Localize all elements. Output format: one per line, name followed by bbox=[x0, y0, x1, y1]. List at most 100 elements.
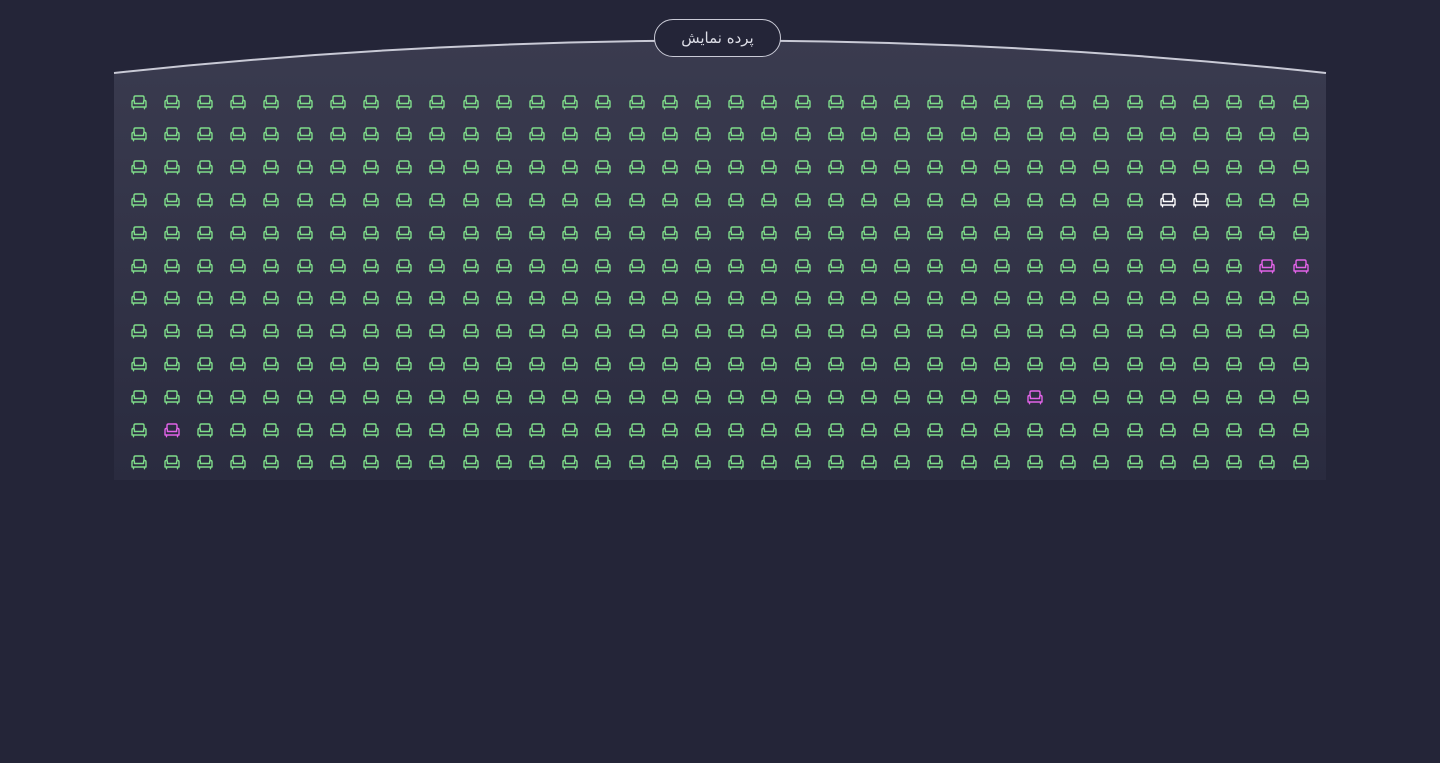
seat-r3-s2[interactable] bbox=[155, 151, 188, 184]
seat-r8-s16[interactable] bbox=[620, 315, 653, 348]
seat-r5-s11[interactable] bbox=[454, 216, 487, 249]
seat-r4-s25[interactable] bbox=[919, 183, 952, 216]
seat-r9-s33[interactable] bbox=[1184, 347, 1217, 380]
seat-r11-s28[interactable] bbox=[1018, 413, 1051, 446]
seat-r11-s13[interactable] bbox=[520, 413, 553, 446]
seat-r6-s14[interactable] bbox=[554, 249, 587, 282]
seat-r7-s22[interactable] bbox=[819, 282, 852, 315]
seat-r10-s18[interactable] bbox=[686, 380, 719, 413]
seat-r1-s21[interactable] bbox=[786, 85, 819, 118]
seat-r2-s34[interactable] bbox=[1218, 118, 1251, 151]
seat-r3-s6[interactable] bbox=[288, 151, 321, 184]
seat-r11-s23[interactable] bbox=[852, 413, 885, 446]
seat-r11-s6[interactable] bbox=[288, 413, 321, 446]
seat-r3-s19[interactable] bbox=[720, 151, 753, 184]
seat-r8-s35[interactable] bbox=[1251, 315, 1284, 348]
seat-r1-s16[interactable] bbox=[620, 85, 653, 118]
seat-r7-s11[interactable] bbox=[454, 282, 487, 315]
seat-r8-s28[interactable] bbox=[1018, 315, 1051, 348]
seat-r9-s13[interactable] bbox=[520, 347, 553, 380]
seat-r12-s19[interactable] bbox=[720, 446, 753, 479]
seat-r5-s15[interactable] bbox=[587, 216, 620, 249]
seat-r3-s10[interactable] bbox=[421, 151, 454, 184]
seat-r10-s25[interactable] bbox=[919, 380, 952, 413]
seat-r12-s22[interactable] bbox=[819, 446, 852, 479]
seat-r12-s16[interactable] bbox=[620, 446, 653, 479]
seat-r12-s13[interactable] bbox=[520, 446, 553, 479]
seat-r8-s20[interactable] bbox=[753, 315, 786, 348]
seat-r11-s18[interactable] bbox=[686, 413, 719, 446]
seat-r6-s23[interactable] bbox=[852, 249, 885, 282]
seat-r5-s36[interactable] bbox=[1284, 216, 1317, 249]
seat-r10-s2[interactable] bbox=[155, 380, 188, 413]
seat-r8-s15[interactable] bbox=[587, 315, 620, 348]
seat-r4-s12[interactable] bbox=[487, 183, 520, 216]
seat-r3-s35[interactable] bbox=[1251, 151, 1284, 184]
seat-r10-s17[interactable] bbox=[653, 380, 686, 413]
seat-r10-s3[interactable] bbox=[188, 380, 221, 413]
seat-r3-s32[interactable] bbox=[1151, 151, 1184, 184]
seat-r9-s25[interactable] bbox=[919, 347, 952, 380]
seat-r11-s31[interactable] bbox=[1118, 413, 1151, 446]
seat-r12-s12[interactable] bbox=[487, 446, 520, 479]
seat-r3-s16[interactable] bbox=[620, 151, 653, 184]
seat-r7-s24[interactable] bbox=[886, 282, 919, 315]
seat-r9-s27[interactable] bbox=[985, 347, 1018, 380]
seat-r12-s10[interactable] bbox=[421, 446, 454, 479]
seat-r9-s31[interactable] bbox=[1118, 347, 1151, 380]
seat-r7-s6[interactable] bbox=[288, 282, 321, 315]
seat-r6-s7[interactable] bbox=[321, 249, 354, 282]
seat-r1-s34[interactable] bbox=[1218, 85, 1251, 118]
seat-r4-s22[interactable] bbox=[819, 183, 852, 216]
seat-r12-s3[interactable] bbox=[188, 446, 221, 479]
seat-r2-s27[interactable] bbox=[985, 118, 1018, 151]
seat-r3-s9[interactable] bbox=[388, 151, 421, 184]
seat-r12-s32[interactable] bbox=[1151, 446, 1184, 479]
seat-r12-s6[interactable] bbox=[288, 446, 321, 479]
seat-r11-s16[interactable] bbox=[620, 413, 653, 446]
seat-r6-s17[interactable] bbox=[653, 249, 686, 282]
seat-r4-s7[interactable] bbox=[321, 183, 354, 216]
seat-r1-s3[interactable] bbox=[188, 85, 221, 118]
seat-r5-s28[interactable] bbox=[1018, 216, 1051, 249]
seat-r8-s29[interactable] bbox=[1052, 315, 1085, 348]
seat-r5-s25[interactable] bbox=[919, 216, 952, 249]
seat-r1-s1[interactable] bbox=[122, 85, 155, 118]
seat-r10-s11[interactable] bbox=[454, 380, 487, 413]
seat-r1-s17[interactable] bbox=[653, 85, 686, 118]
seat-r4-s35[interactable] bbox=[1251, 183, 1284, 216]
seat-r11-s7[interactable] bbox=[321, 413, 354, 446]
seat-r1-s12[interactable] bbox=[487, 85, 520, 118]
seat-r1-s32[interactable] bbox=[1151, 85, 1184, 118]
seat-r10-s16[interactable] bbox=[620, 380, 653, 413]
seat-r11-s29[interactable] bbox=[1052, 413, 1085, 446]
seat-r6-s5[interactable] bbox=[255, 249, 288, 282]
seat-r6-s35[interactable] bbox=[1251, 249, 1284, 282]
seat-r6-s9[interactable] bbox=[388, 249, 421, 282]
seat-r2-s25[interactable] bbox=[919, 118, 952, 151]
seat-r2-s19[interactable] bbox=[720, 118, 753, 151]
seat-r5-s12[interactable] bbox=[487, 216, 520, 249]
seat-r3-s21[interactable] bbox=[786, 151, 819, 184]
seat-r11-s9[interactable] bbox=[388, 413, 421, 446]
seat-r9-s24[interactable] bbox=[886, 347, 919, 380]
seat-r1-s13[interactable] bbox=[520, 85, 553, 118]
seat-r11-s14[interactable] bbox=[554, 413, 587, 446]
seat-r7-s18[interactable] bbox=[686, 282, 719, 315]
seat-r11-s35[interactable] bbox=[1251, 413, 1284, 446]
seat-r2-s6[interactable] bbox=[288, 118, 321, 151]
seat-r7-s13[interactable] bbox=[520, 282, 553, 315]
seat-r9-s2[interactable] bbox=[155, 347, 188, 380]
seat-r3-s20[interactable] bbox=[753, 151, 786, 184]
seat-r8-s10[interactable] bbox=[421, 315, 454, 348]
seat-r2-s1[interactable] bbox=[122, 118, 155, 151]
seat-r12-s34[interactable] bbox=[1218, 446, 1251, 479]
seat-r8-s5[interactable] bbox=[255, 315, 288, 348]
seat-r12-s17[interactable] bbox=[653, 446, 686, 479]
seat-r4-s2[interactable] bbox=[155, 183, 188, 216]
seat-r4-s11[interactable] bbox=[454, 183, 487, 216]
seat-r10-s6[interactable] bbox=[288, 380, 321, 413]
seat-r3-s34[interactable] bbox=[1218, 151, 1251, 184]
seat-r2-s21[interactable] bbox=[786, 118, 819, 151]
seat-r6-s16[interactable] bbox=[620, 249, 653, 282]
